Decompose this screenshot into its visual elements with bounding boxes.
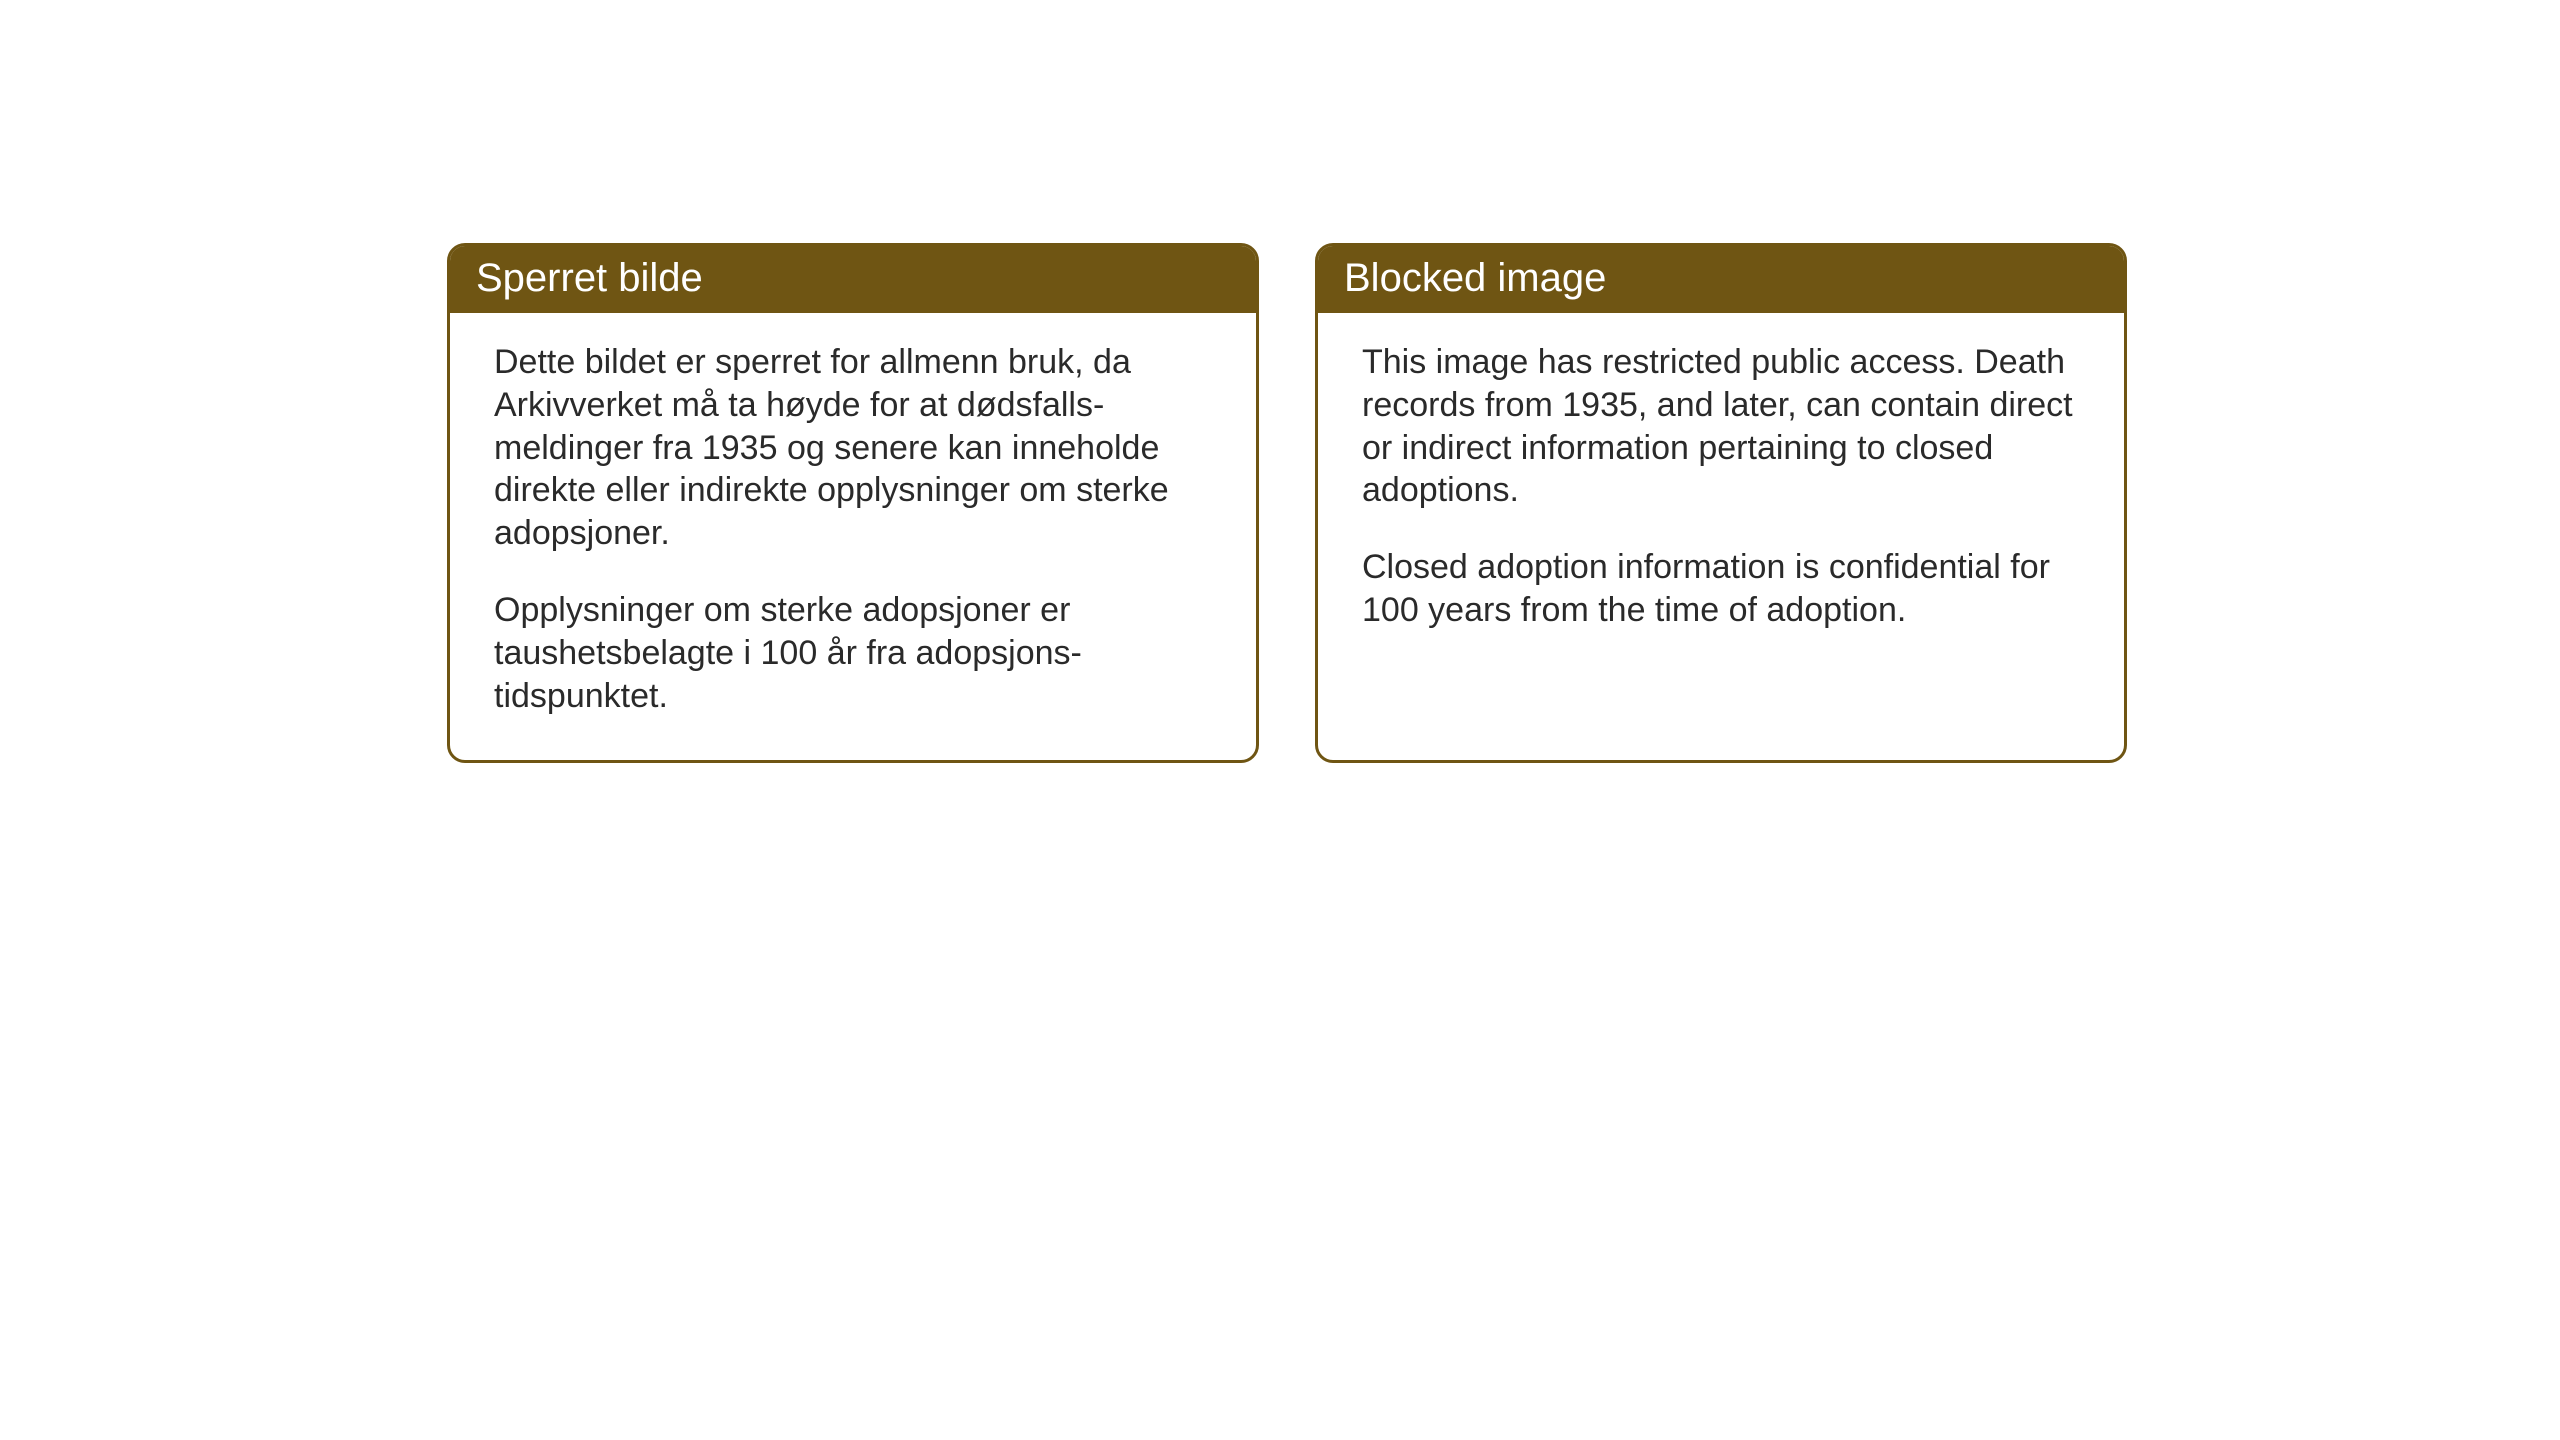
notice-card-english: Blocked image This image has restricted … <box>1315 243 2127 763</box>
card-header-english: Blocked image <box>1318 246 2124 313</box>
notice-card-norwegian: Sperret bilde Dette bildet er sperret fo… <box>447 243 1259 763</box>
notice-container: Sperret bilde Dette bildet er sperret fo… <box>447 243 2127 763</box>
paragraph-1-norwegian: Dette bildet er sperret for allmenn bruk… <box>494 341 1212 555</box>
paragraph-1-english: This image has restricted public access.… <box>1362 341 2080 512</box>
card-body-norwegian: Dette bildet er sperret for allmenn bruk… <box>450 313 1256 760</box>
paragraph-2-norwegian: Opplysninger om sterke adopsjoner er tau… <box>494 589 1212 717</box>
card-header-norwegian: Sperret bilde <box>450 246 1256 313</box>
paragraph-2-english: Closed adoption information is confident… <box>1362 546 2080 632</box>
card-title-norwegian: Sperret bilde <box>476 256 703 300</box>
card-title-english: Blocked image <box>1344 256 1606 300</box>
card-body-english: This image has restricted public access.… <box>1318 313 2124 742</box>
